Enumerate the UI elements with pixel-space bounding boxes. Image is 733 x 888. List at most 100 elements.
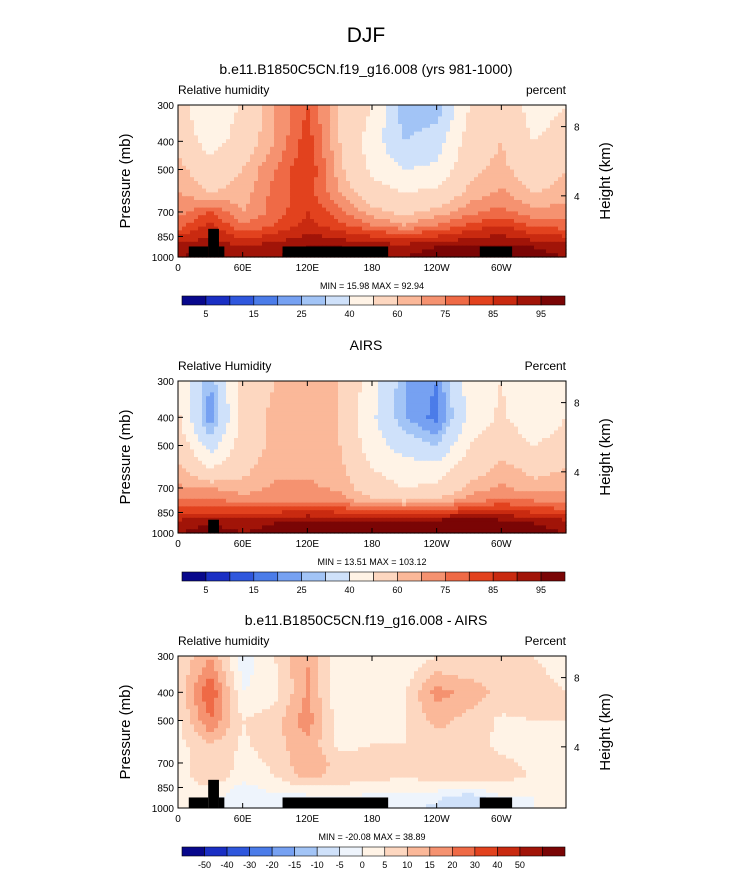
heatmap-cell bbox=[326, 124, 331, 129]
heatmap-cell bbox=[506, 222, 511, 228]
heatmap-cell bbox=[214, 116, 219, 121]
heatmap-cell bbox=[526, 112, 531, 117]
x-tick-label: 120E bbox=[296, 263, 320, 274]
heatmap-cell bbox=[278, 241, 283, 247]
heatmap-cell bbox=[446, 396, 451, 401]
heatmap-cell bbox=[194, 241, 199, 247]
heatmap-cell bbox=[214, 415, 219, 420]
heatmap-cell bbox=[290, 222, 295, 228]
heatmap-cell bbox=[210, 131, 215, 136]
heatmap-cell bbox=[530, 384, 535, 390]
heatmap-cell bbox=[470, 162, 475, 167]
heatmap-cell bbox=[374, 396, 379, 401]
heatmap-cell bbox=[562, 381, 567, 386]
heatmap-cell bbox=[266, 253, 271, 258]
heatmap-cell bbox=[542, 388, 547, 393]
heatmap-cell bbox=[194, 215, 199, 220]
heatmap-cell bbox=[246, 403, 251, 409]
heatmap-cell bbox=[374, 139, 379, 144]
heatmap-cell bbox=[322, 415, 327, 420]
heatmap-cell bbox=[534, 407, 539, 412]
heatmap-cell bbox=[254, 105, 259, 110]
heatmap-cell bbox=[546, 154, 551, 159]
heatmap-cell bbox=[178, 407, 183, 412]
heatmap-cell bbox=[410, 238, 415, 243]
heatmap-cell bbox=[406, 131, 411, 136]
heatmap-cell bbox=[414, 253, 419, 258]
heatmap-cell bbox=[186, 196, 191, 201]
heatmap-cell bbox=[438, 116, 443, 121]
heatmap-cell bbox=[202, 407, 207, 412]
heatmap-cell bbox=[498, 165, 503, 171]
heatmap-cell bbox=[254, 392, 259, 397]
heatmap-cell bbox=[518, 238, 523, 243]
heatmap-cell bbox=[378, 411, 383, 416]
heatmap-cell bbox=[338, 192, 343, 197]
heatmap-cell bbox=[234, 392, 239, 397]
heatmap-cell bbox=[550, 169, 555, 174]
heatmap-cell bbox=[178, 105, 183, 110]
heatmap-cell bbox=[218, 196, 223, 201]
heatmap-cell bbox=[402, 203, 407, 209]
heatmap-cell bbox=[382, 392, 387, 397]
heatmap-cell bbox=[198, 211, 203, 216]
heatmap-cell bbox=[466, 169, 471, 174]
heatmap-cell bbox=[258, 384, 263, 390]
heatmap-cell bbox=[302, 215, 307, 220]
heatmap-cell bbox=[506, 105, 511, 110]
heatmap-cell bbox=[550, 158, 555, 163]
heatmap-cell bbox=[438, 135, 443, 140]
heatmap-cell bbox=[290, 143, 295, 148]
heatmap-cell bbox=[446, 211, 451, 216]
heatmap-cell bbox=[178, 135, 183, 140]
colorbar-label: 85 bbox=[488, 309, 498, 319]
heatmap-cell bbox=[442, 211, 447, 216]
heatmap-cell bbox=[382, 415, 387, 420]
heatmap-cell bbox=[262, 392, 267, 397]
heatmap-cell bbox=[254, 188, 259, 193]
heatmap-cell bbox=[358, 226, 363, 231]
heatmap-cell bbox=[322, 215, 327, 220]
heatmap-cell bbox=[538, 226, 543, 231]
heatmap-cell bbox=[298, 200, 303, 205]
heatmap-cell bbox=[430, 381, 435, 386]
heatmap-cell bbox=[202, 181, 207, 186]
heatmap-cell bbox=[262, 245, 267, 250]
heatmap-cell bbox=[242, 392, 247, 397]
heatmap-cell bbox=[510, 177, 515, 182]
heatmap-cell bbox=[282, 400, 287, 405]
heatmap-cell bbox=[334, 400, 339, 405]
heatmap-cell bbox=[362, 226, 367, 231]
heatmap-cell bbox=[350, 388, 355, 393]
heatmap-cell bbox=[202, 196, 207, 201]
heatmap-cell bbox=[210, 150, 215, 155]
heatmap-cell bbox=[558, 150, 563, 155]
heatmap-cell bbox=[246, 165, 251, 171]
x-tick-label: 60W bbox=[491, 263, 512, 274]
heatmap-cell bbox=[402, 116, 407, 121]
heatmap-cell bbox=[506, 203, 511, 209]
heatmap-cell bbox=[254, 407, 259, 412]
heatmap-cell bbox=[502, 392, 507, 397]
heatmap-cell bbox=[414, 238, 419, 243]
heatmap-cell bbox=[346, 146, 351, 152]
heatmap-cell bbox=[314, 158, 319, 163]
heatmap-cell bbox=[322, 384, 327, 390]
heatmap-cell bbox=[438, 384, 443, 390]
heatmap-cell bbox=[186, 173, 191, 178]
heatmap-cell bbox=[242, 388, 247, 393]
heatmap-cell bbox=[518, 381, 523, 386]
heatmap-cell bbox=[550, 403, 555, 409]
heatmap-cell bbox=[510, 162, 515, 167]
heatmap-cell bbox=[210, 127, 215, 133]
heatmap-cell bbox=[398, 215, 403, 220]
heatmap-cell bbox=[406, 396, 411, 401]
heatmap-cell bbox=[466, 222, 471, 228]
heatmap-cell bbox=[274, 219, 279, 224]
heatmap-cell bbox=[402, 173, 407, 178]
heatmap-cell bbox=[554, 253, 559, 258]
heatmap-cell bbox=[242, 222, 247, 228]
heatmap-cell bbox=[366, 381, 371, 386]
heatmap-cell bbox=[370, 388, 375, 393]
heatmap-cell bbox=[530, 192, 535, 197]
